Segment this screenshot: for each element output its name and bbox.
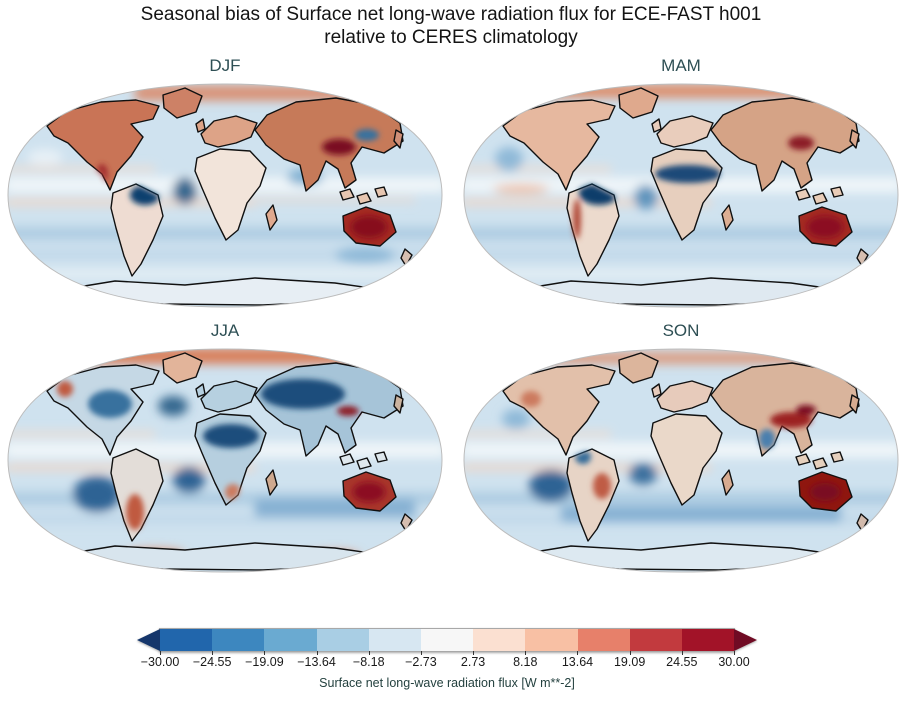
colorbar-segment [681, 629, 735, 651]
colorbar-tick-label: 19.09 [613, 655, 646, 669]
panel-mam: MAM [461, 53, 901, 312]
colorbar-tickmark [681, 651, 683, 655]
colorbar-label: Surface net long-wave radiation flux [W … [319, 676, 575, 690]
colorbar-tick-label: −2.73 [405, 655, 437, 669]
colorbar: −30.00 −24.55 −19.09 −13.64 −8.18 −2.73 2.73 8.… [137, 628, 757, 690]
colorbar-tickmark [473, 651, 475, 655]
colorbar-segment [160, 629, 213, 651]
colorbar-tickmark [734, 651, 735, 655]
map-djf [7, 83, 443, 308]
panel-son: SON [461, 318, 901, 577]
panel-title-djf: DJF [209, 56, 241, 75]
colorbar-overflow-arrow [734, 629, 757, 651]
colorbar-tick-label: 24.55 [666, 655, 698, 669]
panel-grid: DJF [0, 53, 902, 577]
map-jja [7, 348, 443, 573]
anomaly-blobs [57, 379, 385, 530]
map-mam [463, 83, 899, 308]
colorbar-segment [212, 629, 265, 651]
panel-title-mam: MAM [661, 56, 701, 75]
panel-title-son: SON [662, 321, 700, 340]
panel-jja: JJA [5, 318, 445, 577]
panel-djf: DJF [5, 53, 445, 312]
colorbar-tick-label: 2.73 [460, 655, 486, 669]
anomaly-blobs [521, 391, 840, 501]
colorbar-tickmark [420, 651, 422, 655]
colorbar-segment [525, 629, 578, 651]
colorbar-tick-label: −30.00 [140, 655, 180, 669]
colorbar-segment [420, 629, 474, 651]
colorbar-tick-label: −13.64 [297, 655, 336, 669]
map-son [463, 348, 899, 573]
colorbar-tickmark [316, 651, 318, 655]
anomaly-blobs [573, 136, 843, 239]
colorbar-tickmark [264, 651, 266, 655]
colorbar-tick-label: 8.18 [513, 655, 538, 669]
colorbar-tick-label: −8.18 [352, 655, 385, 669]
colorbar-tickmark [160, 651, 161, 655]
colorbar-tick-label: −19.09 [245, 655, 284, 669]
figure-title: Seasonal bias of Surface net long-wave r… [0, 0, 902, 49]
colorbar-tickmark [212, 651, 214, 655]
colorbar-tickmark [629, 651, 631, 655]
colorbar-segment [577, 629, 630, 651]
figure-title-line1: Seasonal bias of Surface net long-wave r… [140, 4, 762, 25]
colorbar-tick-label: 13.64 [561, 655, 594, 669]
panel-title-jja: JJA [210, 321, 240, 340]
colorbar-tick-label: 30.00 [718, 655, 750, 669]
colorbar-segment [473, 629, 526, 651]
colorbar-tickmark [368, 651, 370, 655]
colorbar-tick-label: −24.55 [192, 655, 232, 669]
colorbar-segments [159, 628, 735, 652]
colorbar-tickmark [525, 651, 527, 655]
colorbar-segment [368, 629, 421, 651]
figure-title-line2: relative to CERES climatology [324, 27, 578, 48]
colorbar-ticks: −30.00 −24.55 −19.09 −13.64 −8.18 −2.73 2.73 8.… [141, 651, 750, 675]
anomaly-blobs [96, 129, 387, 238]
colorbar-bar [137, 628, 757, 652]
colorbar-segment [264, 629, 317, 651]
colorbar-segment [629, 629, 682, 651]
colorbar-tickmark [577, 651, 579, 655]
colorbar-segment [316, 629, 369, 651]
colorbar-underflow-arrow [137, 629, 160, 651]
